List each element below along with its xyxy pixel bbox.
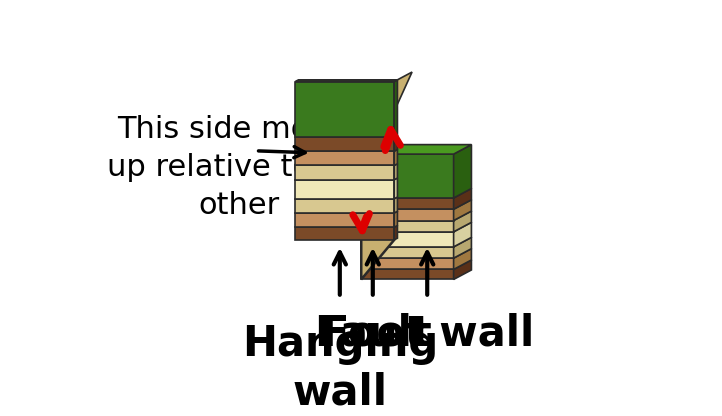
Polygon shape <box>394 211 397 228</box>
Text: This side moves
up relative to the
other: This side moves up relative to the other <box>107 115 371 220</box>
Polygon shape <box>394 197 397 213</box>
Polygon shape <box>394 164 397 180</box>
Polygon shape <box>295 137 394 151</box>
Polygon shape <box>361 247 453 258</box>
Polygon shape <box>453 249 471 270</box>
Polygon shape <box>361 72 412 154</box>
Polygon shape <box>361 82 394 280</box>
Polygon shape <box>453 211 471 232</box>
Polygon shape <box>295 180 394 199</box>
Polygon shape <box>394 150 397 166</box>
Text: Hanging
wall: Hanging wall <box>242 322 438 413</box>
Polygon shape <box>394 80 397 137</box>
Polygon shape <box>295 151 394 166</box>
Polygon shape <box>361 154 453 198</box>
Polygon shape <box>453 145 471 198</box>
Polygon shape <box>361 210 453 221</box>
Polygon shape <box>361 221 453 232</box>
Polygon shape <box>361 270 453 280</box>
Polygon shape <box>295 199 394 213</box>
Polygon shape <box>394 226 397 240</box>
Polygon shape <box>453 223 471 247</box>
Polygon shape <box>394 178 397 199</box>
Polygon shape <box>361 258 453 270</box>
Polygon shape <box>361 198 453 210</box>
Polygon shape <box>453 260 471 280</box>
Polygon shape <box>361 232 453 247</box>
Polygon shape <box>453 189 471 210</box>
Polygon shape <box>295 166 394 180</box>
Polygon shape <box>295 82 394 137</box>
Polygon shape <box>295 228 394 240</box>
Polygon shape <box>394 136 397 151</box>
Polygon shape <box>453 238 471 258</box>
Polygon shape <box>295 213 394 228</box>
Polygon shape <box>453 200 471 221</box>
Text: Fault: Fault <box>313 312 431 354</box>
Text: Foot wall: Foot wall <box>321 312 534 354</box>
Polygon shape <box>361 145 471 154</box>
Polygon shape <box>295 80 397 82</box>
